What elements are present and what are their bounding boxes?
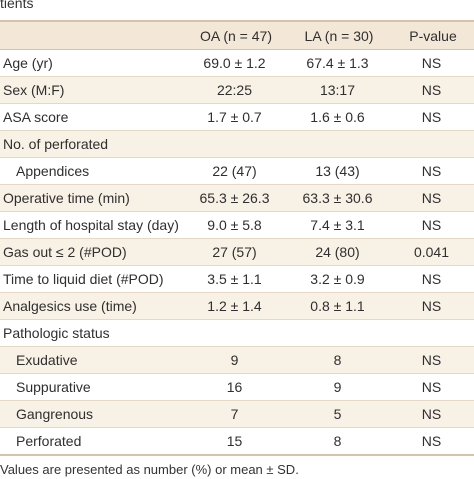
row-label: Exudative [0,346,183,374]
row-label: Pathologic status [0,319,183,347]
la-value: 8 [286,427,389,456]
p-value: NS [389,49,474,77]
p-value: NS [389,373,474,401]
la-value [286,130,389,158]
p-value: NS [389,103,474,131]
la-value [286,319,389,347]
p-value: NS [389,184,474,212]
la-value: 5 [286,400,389,428]
footnote: Values are presented as number (%) or me… [0,462,299,477]
p-value: NS [389,400,474,428]
table-row: Gas out ≤ 2 (#POD) 27 (57) 24 (80) 0.041 [0,238,474,266]
table-row: Gangrenous 7 5 NS [0,400,474,428]
row-label: Age (yr) [0,49,183,77]
row-label: Gangrenous [0,400,183,428]
oa-value [183,130,286,158]
header-row: OA (n = 47) LA (n = 30) P-value [0,20,474,50]
la-value: 7.4 ± 3.1 [286,211,389,239]
p-value: NS [389,211,474,239]
table-row: No. of perforated [0,130,474,158]
p-value: NS [389,346,474,374]
oa-value [183,319,286,347]
la-value: 9 [286,373,389,401]
row-label: ASA score [0,103,183,131]
la-value: 63.3 ± 30.6 [286,184,389,212]
oa-value: 7 [183,400,286,428]
row-label: Length of hospital stay (day) [0,211,183,239]
table-row: Pathologic status [0,319,474,347]
header-oa: OA (n = 47) [183,20,286,50]
row-label: Sex (M:F) [0,76,183,104]
oa-value: 1.2 ± 1.4 [183,292,286,320]
p-value: NS [389,157,474,185]
row-label: Operative time (min) [0,184,183,212]
la-value: 67.4 ± 1.3 [286,49,389,77]
table-row: Sex (M:F) 22:25 13:17 NS [0,76,474,104]
table-caption: tients [0,0,34,11]
oa-value: 22:25 [183,76,286,104]
table-row: Appendices 22 (47) 13 (43) NS [0,157,474,185]
oa-value: 22 (47) [183,157,286,185]
header-label [0,20,183,50]
header-la: LA (n = 30) [286,20,389,50]
table-row: Operative time (min) 65.3 ± 26.3 63.3 ± 30… [0,184,474,212]
p-value: NS [389,292,474,320]
table-row: Analgesics use (time) 1.2 ± 1.4 0.8 ± 1.1 N… [0,292,474,320]
oa-value: 1.7 ± 0.7 [183,103,286,131]
table-row: Time to liquid diet (#POD) 3.5 ± 1.1 3.2 ±… [0,265,474,293]
p-value [389,130,474,158]
la-value: 0.8 ± 1.1 [286,292,389,320]
row-label: Gas out ≤ 2 (#POD) [0,238,183,266]
p-value [389,319,474,347]
oa-value: 9.0 ± 5.8 [183,211,286,239]
oa-value: 9 [183,346,286,374]
la-value: 13 (43) [286,157,389,185]
comparison-table: OA (n = 47) LA (n = 30) P-value Age (yr)… [0,20,474,456]
la-value: 24 (80) [286,238,389,266]
p-value: NS [389,76,474,104]
oa-value: 16 [183,373,286,401]
oa-value: 27 (57) [183,238,286,266]
p-value: NS [389,265,474,293]
oa-value: 15 [183,427,286,456]
table-row: ASA score 1.7 ± 0.7 1.6 ± 0.6 NS [0,103,474,131]
oa-value: 65.3 ± 26.3 [183,184,286,212]
la-value: 8 [286,346,389,374]
oa-value: 3.5 ± 1.1 [183,265,286,293]
oa-value: 69.0 ± 1.2 [183,49,286,77]
row-label: No. of perforated [0,130,183,158]
table-row: Exudative 9 8 NS [0,346,474,374]
row-label: Suppurative [0,373,183,401]
table-row: Perforated 15 8 NS [0,427,474,456]
table-row: Age (yr) 69.0 ± 1.2 67.4 ± 1.3 NS [0,49,474,77]
p-value: 0.041 [389,238,474,266]
row-label: Time to liquid diet (#POD) [0,265,183,293]
header-p-value: P-value [389,20,474,50]
row-label: Perforated [0,427,183,456]
p-value: NS [389,427,474,456]
table-row: Suppurative 16 9 NS [0,373,474,401]
row-label: Analgesics use (time) [0,292,183,320]
la-value: 1.6 ± 0.6 [286,103,389,131]
la-value: 13:17 [286,76,389,104]
table-row: Length of hospital stay (day) 9.0 ± 5.8 7.… [0,211,474,239]
row-label: Appendices [0,157,183,185]
la-value: 3.2 ± 0.9 [286,265,389,293]
